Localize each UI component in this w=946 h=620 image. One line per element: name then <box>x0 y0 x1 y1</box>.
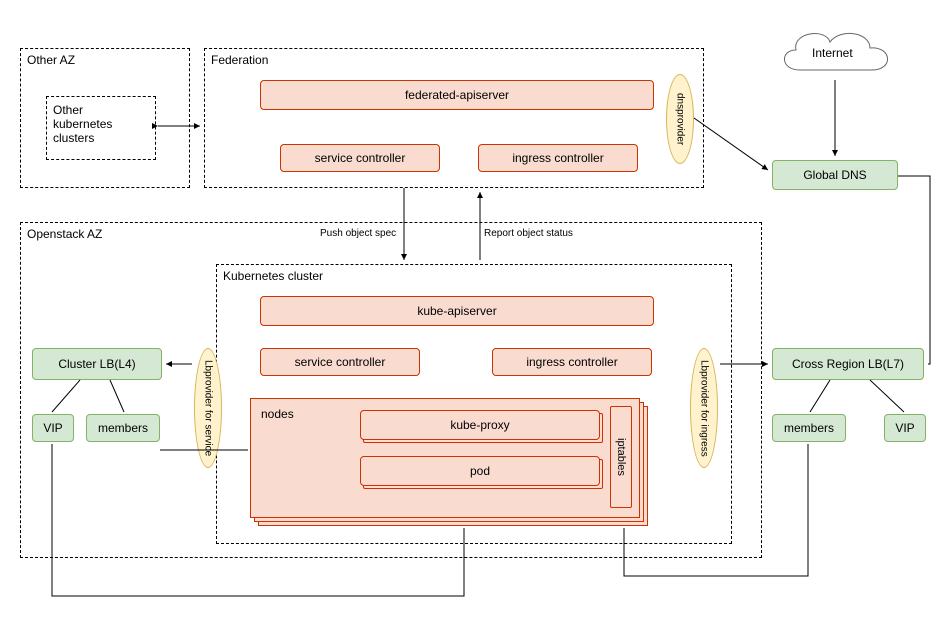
ellipse-lb-ingress: Lbprovider for ingress <box>690 348 718 468</box>
label-report-status: Report object status <box>482 228 575 239</box>
label-openstack-az: Openstack AZ <box>27 227 102 241</box>
label-federation: Federation <box>211 53 268 67</box>
label-dnsprovider: dnsprovider <box>675 93 686 145</box>
label-push-spec: Push object spec <box>318 228 398 239</box>
box-iptables: iptables <box>610 406 632 508</box>
label-k8s-svc: service controller <box>295 355 386 369</box>
label-cluster-lb: Cluster LB(L4) <box>58 357 135 371</box>
label-global-dns: Global DNS <box>803 168 866 182</box>
pod-stack: pod <box>360 456 600 486</box>
box-cr-vip: VIP <box>884 414 926 442</box>
label-cr-vip: VIP <box>895 421 914 435</box>
container-other-k8s: Other kubernetes clusters <box>46 96 156 160</box>
label-nodes: nodes <box>261 407 294 421</box>
box-kube-apiserver: kube-apiserver <box>260 296 654 326</box>
label-other-az: Other AZ <box>27 53 75 67</box>
box-fed-ingress-controller: ingress controller <box>478 144 638 172</box>
box-k8s-service-controller: service controller <box>260 348 420 376</box>
label-iptables: iptables <box>615 438 627 476</box>
label-lb-ingress: Lbprovider for ingress <box>699 360 710 457</box>
box-federated-apiserver: federated-apiserver <box>260 80 654 110</box>
box-cluster-vip: VIP <box>32 414 74 442</box>
label-fed-svc: service controller <box>315 151 406 165</box>
ellipse-dnsprovider: dnsprovider <box>666 74 694 164</box>
box-cross-region-lb: Cross Region LB(L7) <box>772 348 924 380</box>
label-k8s-cluster: Kubernetes cluster <box>223 269 323 283</box>
box-cluster-lb: Cluster LB(L4) <box>32 348 162 380</box>
kube-proxy-stack: kube-proxy <box>360 410 600 440</box>
label-cr-members: members <box>784 421 834 435</box>
label-lb-service: Lbprovider for service <box>203 360 214 456</box>
box-cluster-members: members <box>86 414 160 442</box>
label-internet: Internet <box>812 46 853 60</box>
box-cr-members: members <box>772 414 846 442</box>
box-k8s-ingress-controller: ingress controller <box>492 348 652 376</box>
box-global-dns: Global DNS <box>772 160 898 190</box>
label-fed-ing: ingress controller <box>512 151 603 165</box>
label-pod: pod <box>470 464 490 478</box>
label-k8s-ing: ingress controller <box>526 355 617 369</box>
label-cl-vip: VIP <box>43 421 62 435</box>
label-cl-members: members <box>98 421 148 435</box>
label-kube-apiserver: kube-apiserver <box>417 304 496 318</box>
label-kube-proxy: kube-proxy <box>450 418 509 432</box>
label-cr-lb: Cross Region LB(L7) <box>792 357 904 371</box>
ellipse-lb-service: Lbprovider for service <box>194 348 222 468</box>
label-fed-apiserver: federated-apiserver <box>405 88 509 102</box>
box-fed-service-controller: service controller <box>280 144 440 172</box>
label-other-k8s: Other kubernetes clusters <box>53 103 112 145</box>
